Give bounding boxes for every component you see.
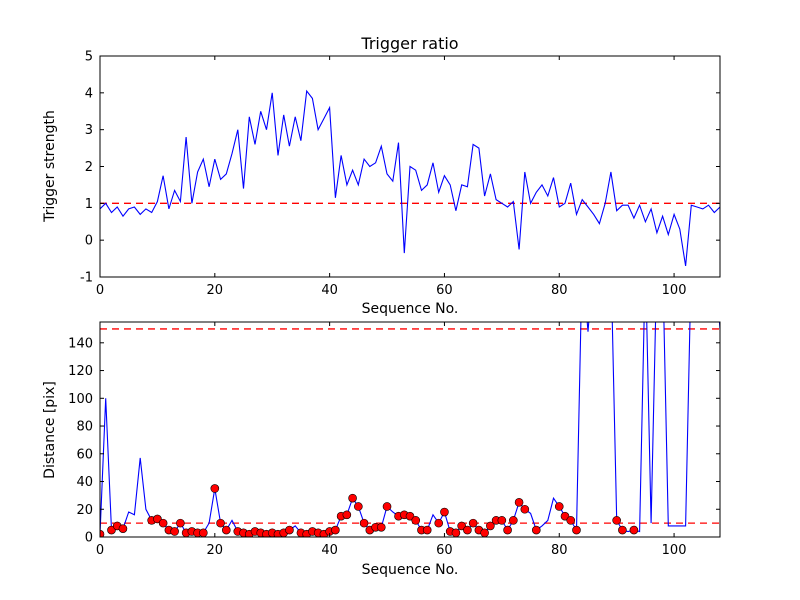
data-marker xyxy=(422,525,432,535)
x-tick-label: 0 xyxy=(96,283,104,298)
data-marker xyxy=(354,502,363,511)
y-tick-label: 2 xyxy=(85,160,93,175)
x-tick-label: 20 xyxy=(207,283,224,298)
x-tick-label: 80 xyxy=(551,543,568,558)
data-marker xyxy=(376,522,386,532)
data-marker xyxy=(176,518,185,528)
data-marker xyxy=(118,524,128,533)
data-marker xyxy=(463,525,472,535)
data-marker xyxy=(331,525,340,535)
x-tick-label: 80 xyxy=(551,283,568,298)
top-chart-title: Trigger ratio xyxy=(361,34,459,53)
y-tick-label: 5 xyxy=(85,50,93,65)
y-tick-label: 100 xyxy=(68,392,93,407)
y-tick-label: -1 xyxy=(80,271,93,286)
x-tick-label: 20 xyxy=(207,543,224,558)
data-marker xyxy=(285,525,294,535)
y-tick-label: 4 xyxy=(85,86,93,101)
data-marker xyxy=(629,525,639,535)
data-marker xyxy=(342,510,352,520)
data-marker xyxy=(199,528,208,537)
x-tick-label: 60 xyxy=(436,283,453,298)
data-marker xyxy=(153,514,162,524)
y-tick-label: 40 xyxy=(76,475,93,490)
data-marker xyxy=(107,525,116,535)
data-marker xyxy=(434,518,444,528)
data-marker xyxy=(457,521,466,531)
data-marker xyxy=(210,484,220,493)
y-tick-label: 140 xyxy=(68,336,93,351)
data-marker xyxy=(566,516,576,525)
data-marker xyxy=(554,502,564,511)
y-tick-label: 60 xyxy=(76,447,93,462)
data-marker xyxy=(520,504,530,514)
data-marker xyxy=(170,527,179,536)
data-marker xyxy=(531,525,541,535)
data-marker xyxy=(411,516,421,525)
data-marker xyxy=(158,518,168,528)
data-marker xyxy=(503,525,512,535)
data-marker xyxy=(509,516,518,525)
data-marker xyxy=(572,525,581,535)
data-marker xyxy=(405,511,415,521)
bottom-chart-xlabel: Sequence No. xyxy=(361,562,459,578)
data-marker xyxy=(221,525,231,535)
x-tick-label: 40 xyxy=(321,283,338,298)
bottom-chart-ylabel: Distance [pix] xyxy=(42,381,58,479)
data-marker xyxy=(514,498,524,507)
data-marker xyxy=(382,502,392,511)
data-marker xyxy=(216,518,225,528)
data-marker xyxy=(560,511,570,521)
y-tick-label: 0 xyxy=(85,234,93,249)
data-marker xyxy=(618,525,627,535)
data-marker xyxy=(486,521,495,531)
y-tick-label: 80 xyxy=(76,420,93,435)
top-chart-ylabel: Trigger strength xyxy=(42,110,58,222)
series-line-trigger-strength xyxy=(100,89,720,266)
x-tick-label: 60 xyxy=(436,543,453,558)
x-tick-label: 100 xyxy=(662,283,687,298)
data-marker xyxy=(451,528,461,537)
top-chart-xlabel: Sequence No. xyxy=(361,301,459,317)
x-tick-label: 0 xyxy=(96,543,104,558)
data-marker xyxy=(612,516,621,525)
y-tick-label: 1 xyxy=(85,197,93,212)
y-tick-label: 120 xyxy=(68,364,93,379)
axes-frame xyxy=(99,321,721,538)
data-marker xyxy=(359,518,369,528)
x-tick-label: 100 xyxy=(662,543,687,558)
data-marker xyxy=(480,528,489,537)
plot-area-0 xyxy=(100,89,720,266)
data-marker xyxy=(440,507,449,517)
data-marker xyxy=(100,529,105,537)
data-marker xyxy=(468,518,478,528)
data-marker xyxy=(348,493,357,503)
y-tick-label: 20 xyxy=(76,503,93,518)
y-tick-label: 3 xyxy=(85,123,93,138)
y-tick-label: 0 xyxy=(85,531,93,546)
x-tick-label: 40 xyxy=(321,543,338,558)
data-marker xyxy=(497,516,507,525)
plot-area-1 xyxy=(100,322,720,537)
